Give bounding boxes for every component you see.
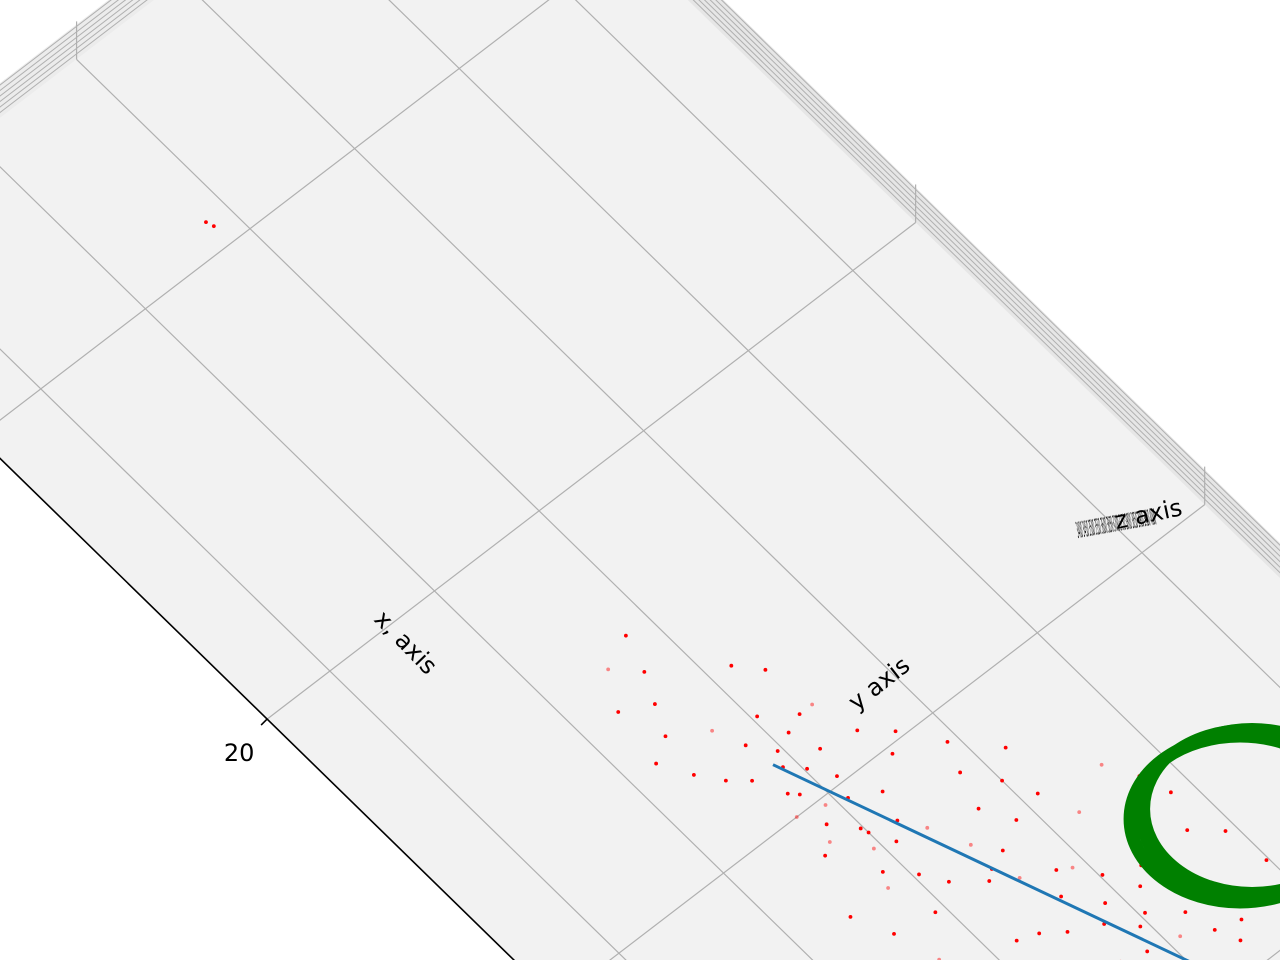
scatter-point [653, 702, 657, 706]
scatter-point [1224, 829, 1228, 833]
scatter-point [729, 664, 733, 668]
scatter-point [977, 807, 981, 811]
scatter-point [855, 728, 859, 732]
scatter-point [824, 803, 828, 807]
scatter-point [886, 886, 890, 890]
scatter-point [892, 932, 896, 936]
scatter-point [616, 710, 620, 714]
scatter-point [1101, 873, 1105, 877]
scatter-point [776, 749, 780, 753]
scatter-point [692, 773, 696, 777]
scatter-point [894, 729, 898, 733]
scatter-point [849, 915, 853, 919]
x-tick-label: 20 [224, 739, 255, 767]
scatter-point [787, 731, 791, 735]
scatter-point [724, 779, 728, 783]
scatter-point [1213, 928, 1217, 932]
scatter-point [710, 729, 714, 733]
scatter-point [1004, 746, 1008, 750]
scatter-point [1169, 790, 1173, 794]
scatter-point [1066, 930, 1070, 934]
scatter-point [835, 774, 839, 778]
scatter-point [969, 843, 973, 847]
scatter-point [1183, 910, 1187, 914]
scatter-point [1239, 939, 1243, 943]
scatter-point [664, 734, 668, 738]
scatter-point [744, 743, 748, 747]
scatter-point [894, 840, 898, 844]
scatter-point [1138, 884, 1142, 888]
scatter-point [933, 910, 937, 914]
scatter-point [1071, 866, 1075, 870]
scatter-point [958, 771, 962, 775]
scatter-point [763, 668, 767, 672]
scatter-point [212, 224, 216, 228]
x-tick-mark [261, 719, 267, 725]
scatter-point [1000, 779, 1004, 783]
scatter-point [872, 847, 876, 851]
scatter-point [1077, 810, 1081, 814]
scatter-point [1138, 925, 1142, 929]
scatter-point [828, 840, 832, 844]
scatter-point [891, 752, 895, 756]
scatter-point [1143, 911, 1147, 915]
scatter-point [1103, 901, 1107, 905]
scatter-point [1185, 828, 1189, 832]
scatter-point [1015, 939, 1019, 943]
scatter-point [925, 826, 929, 830]
scatter-point [881, 870, 885, 874]
scatter-point [1100, 763, 1104, 767]
scatter-point [1036, 792, 1040, 796]
scatter-point [755, 715, 759, 719]
scatter-point [987, 879, 991, 883]
scatter-point [823, 854, 827, 858]
scatter-point [1059, 895, 1063, 899]
scatter-point [947, 880, 951, 884]
scatter-point [1054, 868, 1058, 872]
scatter-point [624, 634, 628, 638]
scatter-point [654, 762, 658, 766]
scatter-point [786, 792, 790, 796]
scatter-point [1178, 934, 1182, 938]
scatter-point [805, 767, 809, 771]
scatter-point [818, 747, 822, 751]
scatter-point [798, 793, 802, 797]
scatter-point [642, 670, 646, 674]
scatter-point [810, 703, 814, 707]
scatter-point [946, 740, 950, 744]
scatter-point [917, 873, 921, 877]
scatter-point [750, 779, 754, 783]
scatter-point [1001, 849, 1005, 853]
scatter-point [881, 790, 885, 794]
scatter-point [859, 827, 863, 831]
scatter-point [798, 712, 802, 716]
scatter-point [1240, 918, 1244, 922]
scatter-point [1037, 932, 1041, 936]
scatter-point [1014, 818, 1018, 822]
scatter-point [204, 220, 208, 224]
scatter-point [1145, 950, 1149, 954]
scatter-point [1265, 858, 1269, 862]
scatter-point [795, 815, 799, 819]
scatter-point [825, 822, 829, 826]
scatter-point [606, 667, 610, 671]
scatter-point [867, 831, 871, 835]
